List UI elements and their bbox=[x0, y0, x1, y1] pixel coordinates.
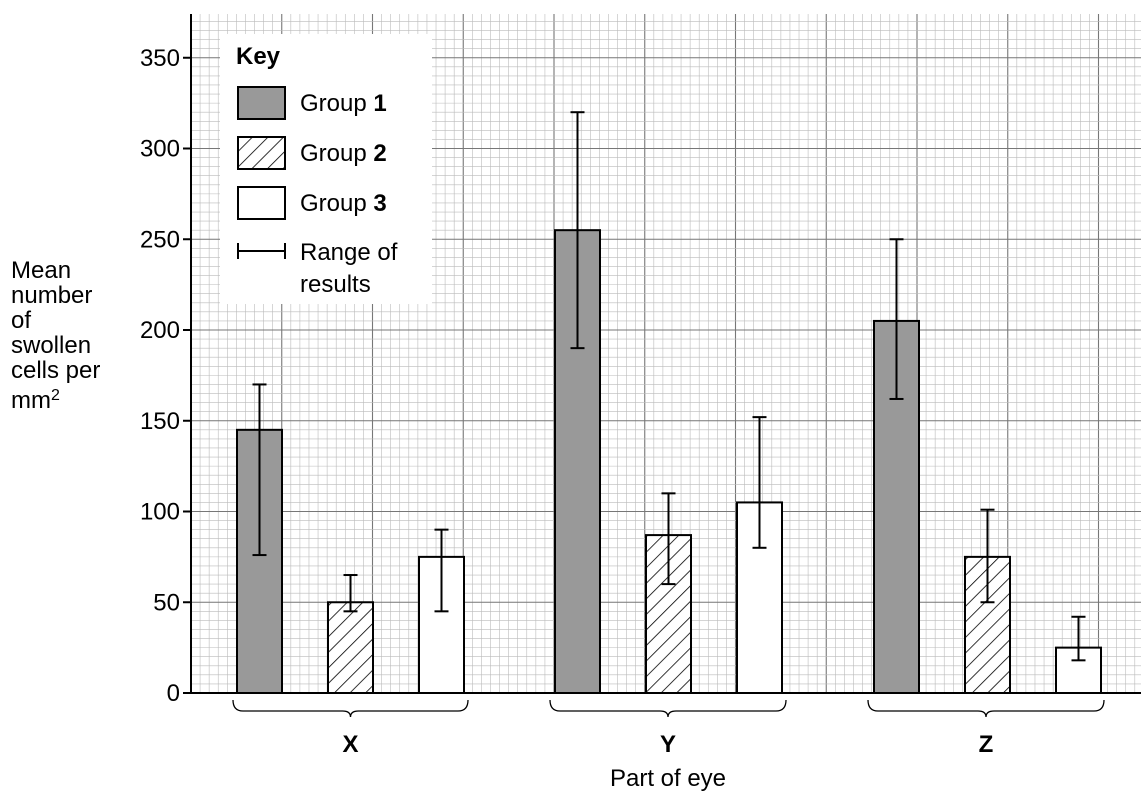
bar bbox=[645, 534, 692, 694]
legend-swatch bbox=[237, 186, 286, 220]
x-axis: X Y Z Part of eye bbox=[232, 699, 1105, 791]
category-brace bbox=[549, 699, 787, 718]
y-tick-label: 350 bbox=[140, 45, 180, 72]
y-tick-label: 0 bbox=[167, 680, 180, 707]
y-axis-title-line: number bbox=[11, 282, 93, 309]
y-axis-unit: mm bbox=[11, 387, 51, 414]
y-axis-title-line: swollen bbox=[11, 332, 92, 359]
legend-title: Key bbox=[236, 43, 281, 70]
x-category-label: Y bbox=[660, 731, 676, 758]
y-tick-label: 250 bbox=[140, 226, 180, 253]
category-brace bbox=[232, 699, 469, 718]
y-tick-label: 300 bbox=[140, 136, 180, 163]
y-axis-title-line: cells per bbox=[11, 357, 101, 384]
legend-label: Group 3 bbox=[300, 190, 387, 217]
bar bbox=[327, 601, 374, 694]
bars bbox=[236, 229, 1102, 695]
y-axis-title-line: of bbox=[11, 307, 32, 334]
x-category-label: Z bbox=[979, 731, 994, 758]
y-tick-label: 50 bbox=[153, 589, 180, 616]
y-axis-unit-exponent: 2 bbox=[50, 387, 60, 404]
y-tick-label: 100 bbox=[140, 499, 180, 526]
y-axis-title-line: mm2 bbox=[11, 383, 100, 413]
y-axis-title: Mean number of swollen cells per mm2 bbox=[11, 258, 100, 413]
legend-label: Group 1 bbox=[300, 90, 387, 117]
legend: Key Group 1 Group 2 Group 3 Range of results bbox=[220, 34, 432, 304]
legend-swatch bbox=[237, 136, 286, 170]
legend-label: Range of bbox=[300, 239, 398, 266]
category-brace bbox=[867, 699, 1105, 718]
legend-swatch bbox=[237, 86, 286, 120]
legend-label: results bbox=[300, 271, 371, 298]
y-axis-title-line: Mean bbox=[11, 257, 72, 284]
x-axis-title: Part of eye bbox=[610, 765, 726, 791]
legend-label: Group 2 bbox=[300, 140, 387, 167]
error-bars bbox=[252, 111, 1086, 662]
x-category-label: X bbox=[342, 731, 358, 758]
y-tick-label: 200 bbox=[140, 317, 180, 344]
y-tick-label: 150 bbox=[140, 408, 180, 435]
